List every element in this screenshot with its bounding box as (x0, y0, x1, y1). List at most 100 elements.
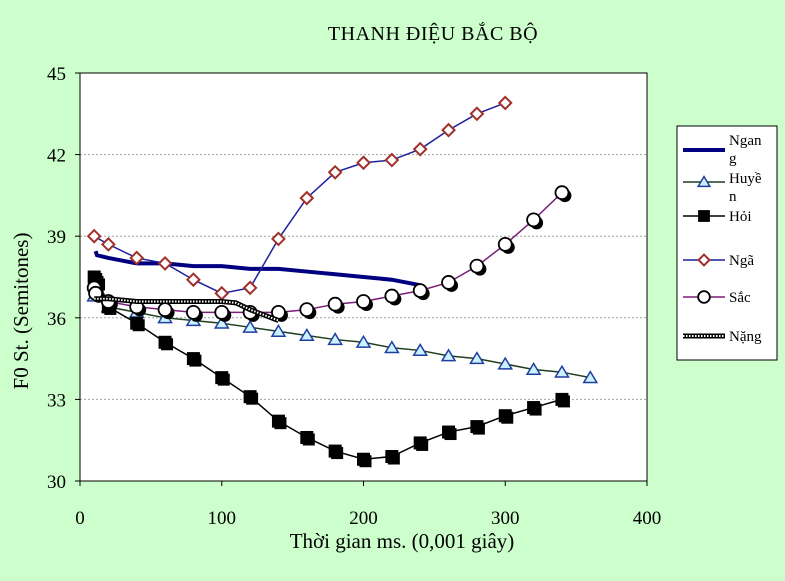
y-tick-label: 30 (47, 472, 66, 493)
data-point (243, 390, 257, 404)
legend-item-5: Sắc (683, 290, 751, 306)
data-point (129, 250, 145, 266)
legend-label: Sắc (729, 290, 751, 306)
data-point (440, 348, 457, 362)
y-tick-label: 45 (47, 64, 66, 85)
legend-label: Nặng (729, 329, 762, 345)
y-tick-label: 36 (47, 309, 66, 330)
y-tick-label: 39 (47, 227, 66, 248)
chart-title: THANH ĐIỆU BẮC BỘ (328, 21, 538, 45)
x-tick-label: 0 (75, 508, 85, 529)
data-point (299, 190, 315, 206)
data-point (299, 302, 315, 318)
data-point (185, 304, 201, 320)
data-point (498, 409, 512, 423)
legend-marker (697, 290, 711, 304)
data-point (328, 444, 342, 458)
series-3 (87, 270, 570, 468)
data-point (271, 414, 285, 428)
data-point (412, 283, 428, 299)
data-point (384, 340, 400, 354)
data-point (582, 370, 599, 384)
data-point (357, 452, 370, 466)
plot-area: 30 33 36 39 42 45 0 100 200 300 400 (47, 64, 661, 529)
legend-marker (696, 175, 712, 188)
legend-marker (697, 253, 711, 267)
data-point (525, 362, 542, 376)
series-line-pattern (94, 297, 279, 322)
data-point (412, 342, 429, 356)
data-point (214, 304, 230, 320)
data-point (157, 255, 173, 271)
legend-item-2: Huyề n (683, 171, 762, 205)
data-point (442, 425, 456, 439)
legend-label-wrap: n (729, 189, 737, 205)
data-point (242, 319, 258, 333)
legend-label: Ngan (729, 133, 762, 149)
data-point (497, 356, 514, 370)
data-point (469, 258, 485, 274)
series-6 (94, 296, 280, 323)
data-point (327, 332, 343, 346)
legend-label: Ngã (729, 253, 754, 269)
data-point (100, 236, 116, 252)
data-point (497, 236, 513, 252)
data-point (356, 294, 371, 309)
data-point (300, 430, 314, 444)
series-line (93, 102, 506, 295)
legend-marker (698, 210, 710, 222)
data-point (469, 106, 485, 122)
data-point (554, 185, 570, 201)
data-point (526, 212, 541, 228)
x-tick-label: 100 (208, 508, 237, 529)
data-point (413, 436, 427, 450)
data-point (554, 364, 570, 378)
legend-box (676, 125, 778, 361)
x-tick-label: 200 (349, 508, 378, 529)
data-point (327, 296, 343, 312)
data-point (470, 420, 484, 434)
data-point (384, 152, 400, 168)
data-point (441, 122, 456, 138)
data-point (215, 371, 229, 385)
y-tick-label: 42 (47, 146, 66, 167)
data-point (185, 272, 201, 288)
series-4 (86, 95, 513, 301)
series-1 (93, 250, 421, 288)
data-point (412, 141, 428, 157)
data-point (270, 323, 287, 337)
x-axis-label: Thời gian ms. (0,001 giây) (290, 529, 515, 553)
data-point (469, 351, 485, 365)
legend-label: Hỏi (729, 209, 752, 225)
data-point (271, 231, 286, 247)
data-point (86, 228, 102, 244)
data-point (186, 352, 200, 366)
legend: Ngan g Huyề n Hỏi Ngã Sắc Nặng (676, 125, 778, 361)
x-tick-label: 400 (633, 508, 662, 529)
data-point (158, 335, 172, 349)
y-tick-label: 33 (47, 390, 66, 411)
data-point (384, 288, 400, 304)
data-point (527, 401, 541, 415)
legend-item-1: Ngan g (683, 133, 762, 167)
data-point (555, 392, 569, 406)
legend-item-6: Nặng (683, 329, 762, 345)
legend-label: Huyề (729, 171, 762, 187)
data-point (441, 275, 456, 290)
data-point (298, 328, 315, 342)
legend-item-3: Hỏi (683, 209, 752, 225)
legend-item-4: Ngã (683, 253, 754, 269)
data-point (385, 450, 399, 464)
x-tick-label: 300 (491, 508, 520, 529)
data-point (356, 155, 371, 171)
y-axis-label: F0 St. (Semitones) (9, 233, 33, 390)
series-line (93, 250, 421, 288)
data-point (157, 302, 173, 318)
data-point (242, 280, 258, 296)
data-point (130, 316, 144, 330)
data-point (497, 95, 513, 111)
data-point (213, 315, 230, 329)
data-point (327, 164, 343, 180)
legend-label-wrap: g (729, 151, 737, 167)
